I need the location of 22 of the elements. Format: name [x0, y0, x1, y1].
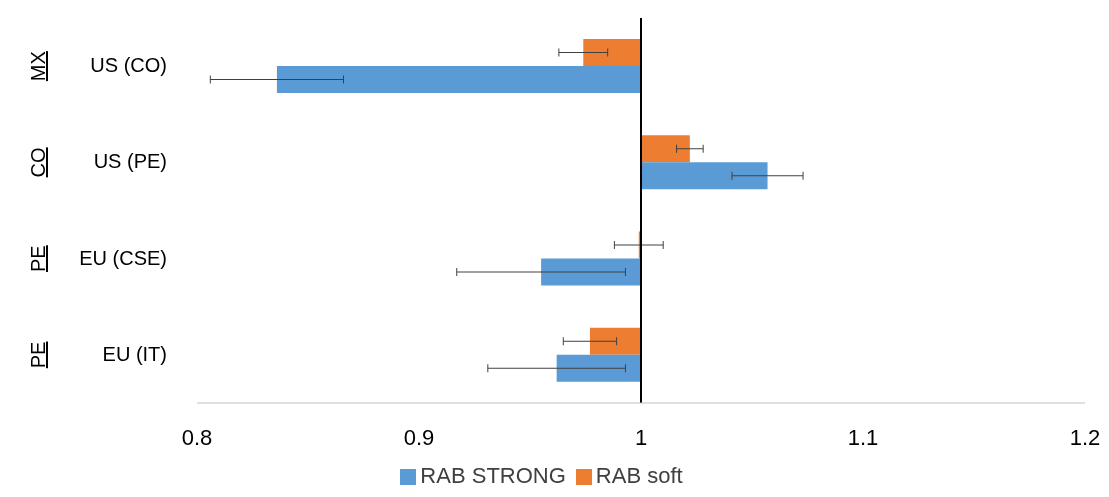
text: CO	[27, 147, 49, 178]
bar	[556, 354, 641, 382]
y-tick-label: EU (IT)	[102, 342, 167, 365]
text: PE	[27, 245, 49, 272]
bar	[641, 162, 768, 190]
bar	[589, 327, 641, 355]
legend-label: RAB soft	[595, 463, 683, 488]
y-tick-label: US (CO)	[90, 54, 167, 77]
y-tick-label: US (PE)	[93, 150, 167, 173]
text: MX	[27, 51, 49, 82]
x-tick-label: 0.9	[403, 424, 435, 450]
bar	[276, 66, 641, 93]
bar	[583, 39, 641, 66]
text: PE	[27, 341, 49, 369]
y-tick-label: EU (CSE)	[79, 246, 167, 269]
bar	[541, 258, 641, 286]
x-tick-label: 1	[634, 424, 648, 450]
bar	[641, 135, 690, 163]
legend-label: RAB STRONG	[420, 463, 566, 488]
x-tick-label: 1.2	[1069, 424, 1101, 450]
x-tick-label: 1.1	[847, 424, 879, 450]
x-tick-label: 0.8	[181, 424, 213, 450]
